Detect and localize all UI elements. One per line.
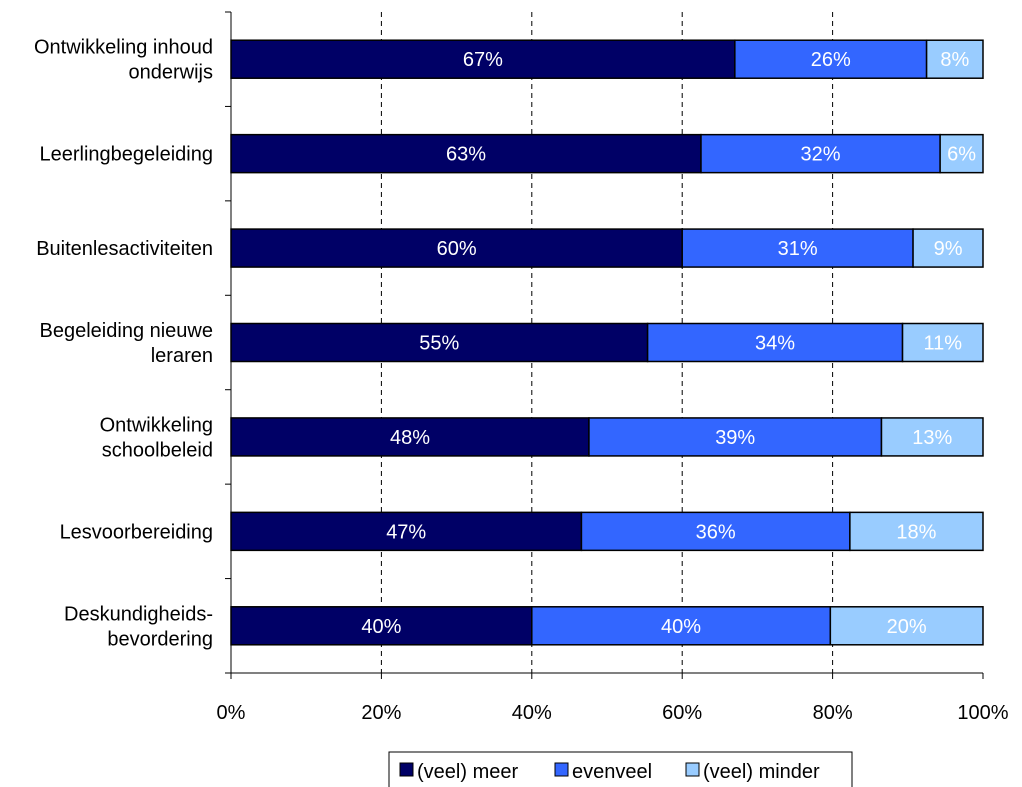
category-label-line: Lesvoorbereiding [60,521,213,543]
bar-segment [230,133,702,174]
bar-data-label: 9% [934,238,963,260]
category-label: Ontwikkeling inhoud onderwijs [34,37,213,84]
legend-label: evenveel [572,761,652,783]
category-label-line: Ontwikkeling [100,414,213,436]
bar-data-label: 60% [437,238,477,260]
bar-data-label: 40% [361,616,401,638]
bar-segment [700,133,941,174]
bar-segment [849,511,984,552]
category-label: Deskundigheids-bevordering [64,603,213,650]
legend-swatch [685,762,700,777]
bar-segment [230,511,583,552]
category-label-line: Buitenlesactiviteiten [36,238,213,260]
category-label-line: Deskundigheids- [64,603,213,625]
bar-data-label: 48% [390,427,430,449]
bar-segment [925,39,984,79]
category-label-line: schoolbeleid [102,439,213,461]
bar-segment [829,606,984,646]
legend-box [388,751,853,787]
category-label-line: Leerlingbegeleiding [40,144,213,166]
bar-segment [531,606,832,646]
legend-swatch [554,762,569,777]
bar-data-label: 6% [947,144,976,166]
legend-swatch [399,762,414,777]
bar-data-label: 13% [912,427,952,449]
legend-label: (veel) meer [417,761,518,783]
bar-segment [901,322,984,363]
bar-segment [580,511,851,552]
legend: (veel) meer evenveel (veel) minder [388,751,853,787]
bar-data-label: 34% [755,333,795,355]
bar-segment [912,228,984,268]
x-tick-label: 0% [217,702,246,724]
category-label-line: leraren [151,345,213,367]
x-tick-label: 100% [957,702,1008,724]
bar-data-label: 20% [887,616,927,638]
bar-data-label: 26% [811,49,851,71]
bar-data-label: 40% [661,616,701,638]
x-tick-labels: 0% 20% 40% 60% 80% 100% [217,702,1009,724]
bar-data-label: 67% [463,49,503,71]
bar-segment [880,417,984,457]
bar-data-label: 39% [715,427,755,449]
bar-data-label: 31% [778,238,818,260]
legend-label: (veel) minder [703,761,820,783]
x-tick-label: 20% [361,702,401,724]
bar-segment [939,133,984,174]
category-label-line: Begeleiding nieuwe [40,320,213,342]
bar-segment [588,417,883,457]
category-label: Begeleiding nieuwe leraren [40,320,213,367]
bar-data-label: 11% [923,333,962,355]
bar-data-label: 47% [386,521,426,543]
category-label: Leerlingbegeleiding [40,144,213,166]
category-labels: Ontwikkeling inhoud onderwijs Leerlingbege… [34,37,213,651]
grid-lines [380,12,834,673]
bar-data-label: 63% [446,144,486,166]
category-label: Lesvoorbereiding [60,521,213,543]
bar-data-label: 55% [419,333,459,355]
bar-data-label: 8% [940,49,969,71]
bar-segment [734,39,928,79]
bars: 67% 26% 8% 63% 32% 6% 60% 31% 9% 55% 34% 11% 48% 39% 1… [230,39,984,646]
bar-data-label: 32% [801,144,841,166]
category-label: Ontwikkeling schoolbeleid [100,414,213,461]
bar-data-label: 36% [696,521,736,543]
bar-segment [230,228,683,268]
bar-data-label: 18% [896,521,936,543]
axes [225,11,984,679]
x-tick-label: 40% [512,702,552,724]
category-label: Buitenlesactiviteiten [36,238,213,260]
category-label-line: onderwijs [129,62,213,84]
category-label-line: bevordering [107,628,213,650]
x-tick-label: 80% [813,702,853,724]
category-label-line: Ontwikkeling inhoud [34,37,213,59]
x-tick-label: 60% [662,702,702,724]
